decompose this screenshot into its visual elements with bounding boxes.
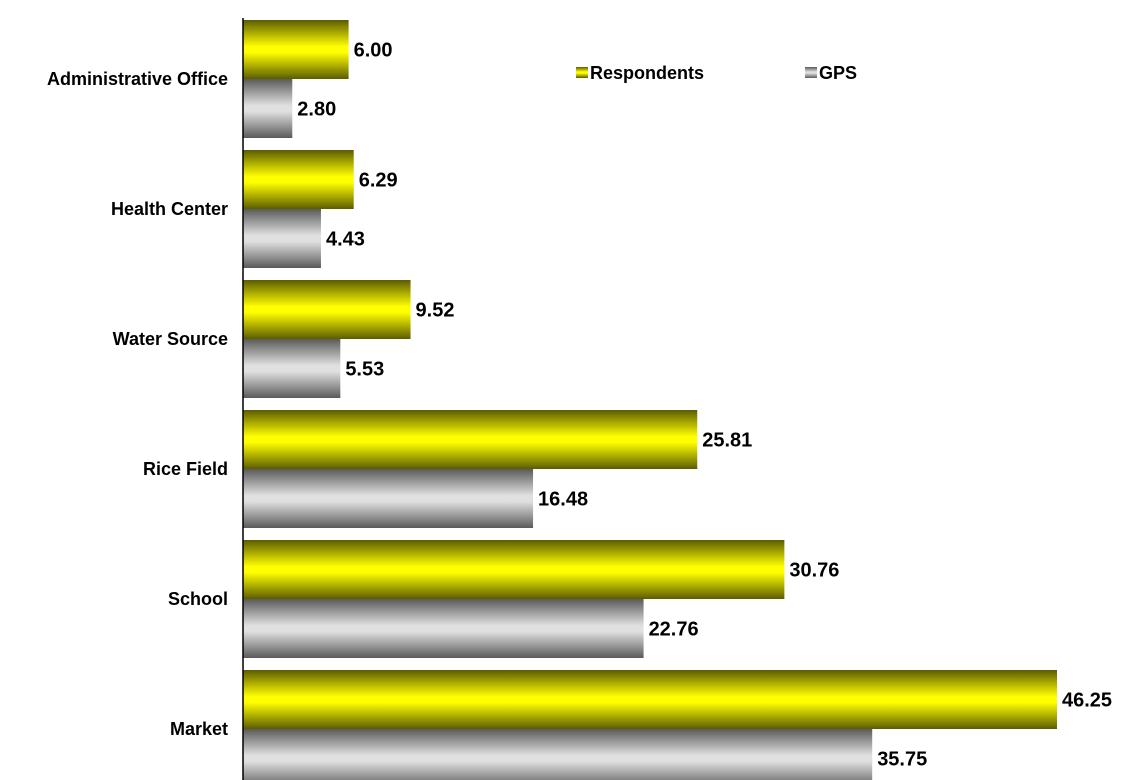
category-label-school: School	[168, 589, 228, 609]
legend-label-respondents: Respondents	[590, 63, 704, 83]
bar-gps-school	[243, 599, 644, 658]
legend-swatch-respondents	[576, 67, 588, 78]
legend-swatch-gps	[805, 67, 817, 78]
value-label-gps-administrative-office: 2.80	[297, 99, 336, 121]
value-label-gps-market: 35.75	[877, 749, 927, 771]
category-label-market: Market	[170, 719, 228, 739]
category-labels: Administrative Office Health Center Water …	[47, 69, 228, 739]
bars-group	[243, 20, 1057, 780]
category-label-rice-field: Rice Field	[143, 459, 228, 479]
bar-gps-market	[243, 729, 873, 780]
value-label-gps-rice-field: 16.48	[538, 489, 588, 511]
legend-label-gps: GPS	[819, 63, 857, 83]
bar-respondents-school	[243, 540, 785, 599]
value-labels: 6.00 2.80 6.29 4.43 9.52 5.53 25.81 16.48 30.76 2…	[297, 40, 1112, 771]
value-label-respondents-administrative-office: 6.00	[354, 40, 393, 62]
legend-item-gps: GPS	[805, 63, 857, 83]
value-label-respondents-school: 30.76	[789, 560, 839, 582]
bar-gps-water-source	[243, 339, 341, 398]
value-label-gps-health-center: 4.43	[326, 229, 365, 251]
bar-respondents-water-source	[243, 280, 411, 339]
bar-gps-rice-field	[243, 469, 534, 528]
bar-gps-health-center	[243, 209, 321, 268]
category-label-water-source: Water Source	[113, 329, 228, 349]
bar-respondents-rice-field	[243, 410, 698, 469]
category-label-health-center: Health Center	[111, 199, 228, 219]
value-label-respondents-rice-field: 25.81	[702, 430, 752, 452]
bar-gps-administrative-office	[243, 79, 293, 138]
category-label-administrative-office: Administrative Office	[47, 69, 228, 89]
value-label-respondents-market: 46.25	[1062, 690, 1112, 712]
legend-item-respondents: Respondents	[576, 63, 704, 83]
bar-respondents-market	[243, 670, 1057, 729]
value-label-respondents-water-source: 9.52	[416, 300, 455, 322]
value-label-respondents-health-center: 6.29	[359, 170, 398, 192]
bar-respondents-administrative-office	[243, 20, 349, 79]
bar-respondents-health-center	[243, 150, 354, 209]
legend: Respondents GPS	[576, 63, 857, 83]
value-label-gps-water-source: 5.53	[345, 359, 384, 381]
value-label-gps-school: 22.76	[649, 619, 699, 641]
